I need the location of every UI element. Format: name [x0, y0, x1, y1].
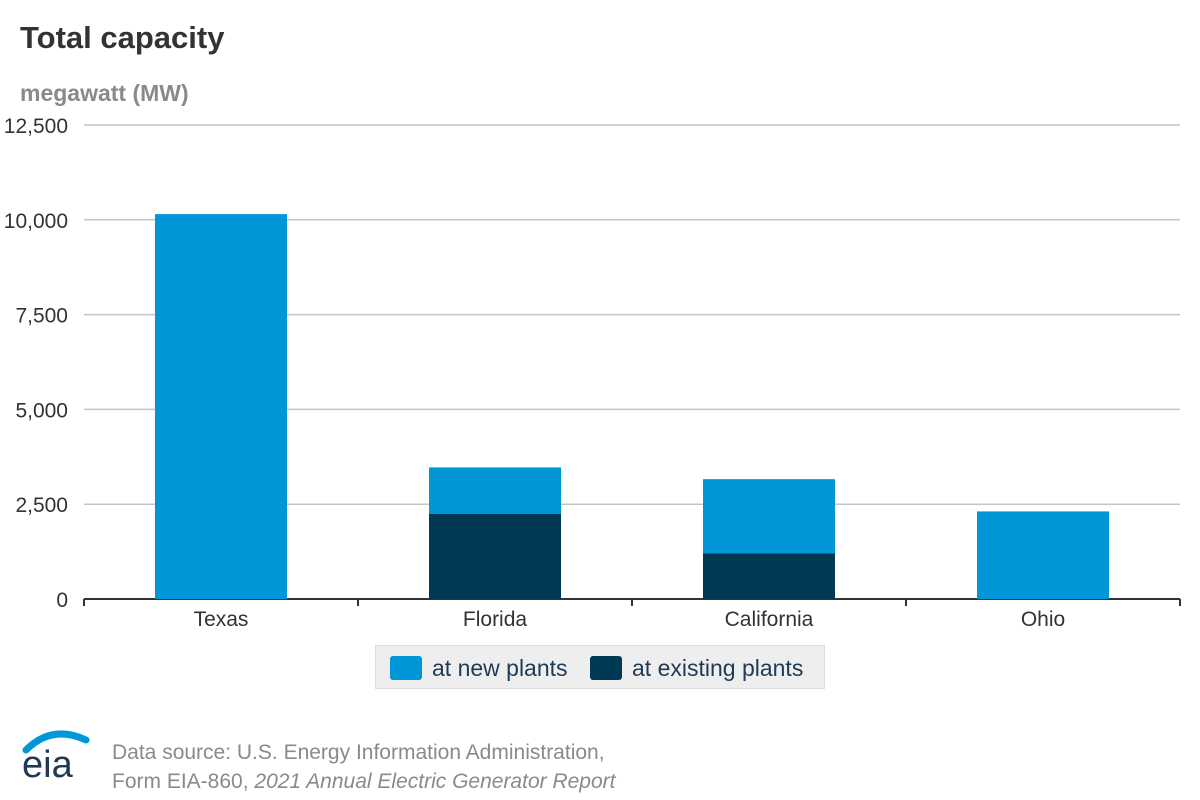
y-tick-label: 2,500: [15, 494, 68, 517]
x-tick-label: California: [725, 608, 814, 631]
source-line-1: Data source: U.S. Energy Information Adm…: [112, 741, 605, 764]
bar-at-new-plants-ohio: [977, 511, 1109, 599]
chart-title: Total capacity: [20, 20, 225, 55]
y-tick-label: 0: [56, 589, 68, 612]
source-line-2: Form EIA-860, 2021 Annual Electric Gener…: [112, 767, 615, 796]
y-tick-label: 7,500: [15, 305, 68, 328]
bar-at-new-plants-florida: [429, 467, 561, 514]
bar-at-existing-plants-florida: [429, 513, 561, 599]
y-tick-label: 5,000: [15, 399, 68, 422]
report-name: 2021 Annual Electric Generator Report: [254, 770, 616, 793]
bar-chart: 0 2,500 5,000 7,500 10,000 12,500 Texas Florida…: [4, 115, 1181, 631]
bar-at-new-plants-california: [703, 479, 835, 554]
y-tick-label: 12,500: [4, 115, 68, 138]
legend-swatch-existing-plants: [590, 656, 622, 680]
eia-logo: eia: [22, 730, 90, 782]
bar-at-existing-plants-california: [703, 553, 835, 599]
legend-label-new-plants: at new plants: [432, 655, 568, 681]
x-tick-label: Florida: [463, 608, 528, 631]
bar-at-new-plants-texas: [155, 214, 287, 599]
legend-label-existing-plants: at existing plants: [632, 655, 804, 681]
legend-swatch-new-plants: [390, 656, 422, 680]
source-line-2-prefix: Form EIA-860,: [112, 770, 255, 793]
y-axis-unit-label: megawatt (MW): [20, 80, 189, 106]
x-tick-label: Texas: [194, 608, 249, 631]
y-tick-label: 10,000: [4, 210, 68, 233]
x-tick-label: Ohio: [1021, 608, 1065, 631]
data-source-note: Data source: U.S. Energy Information Adm…: [112, 738, 615, 796]
legend: at new plants at existing plants: [375, 645, 825, 689]
svg-text:eia: eia: [22, 744, 74, 782]
